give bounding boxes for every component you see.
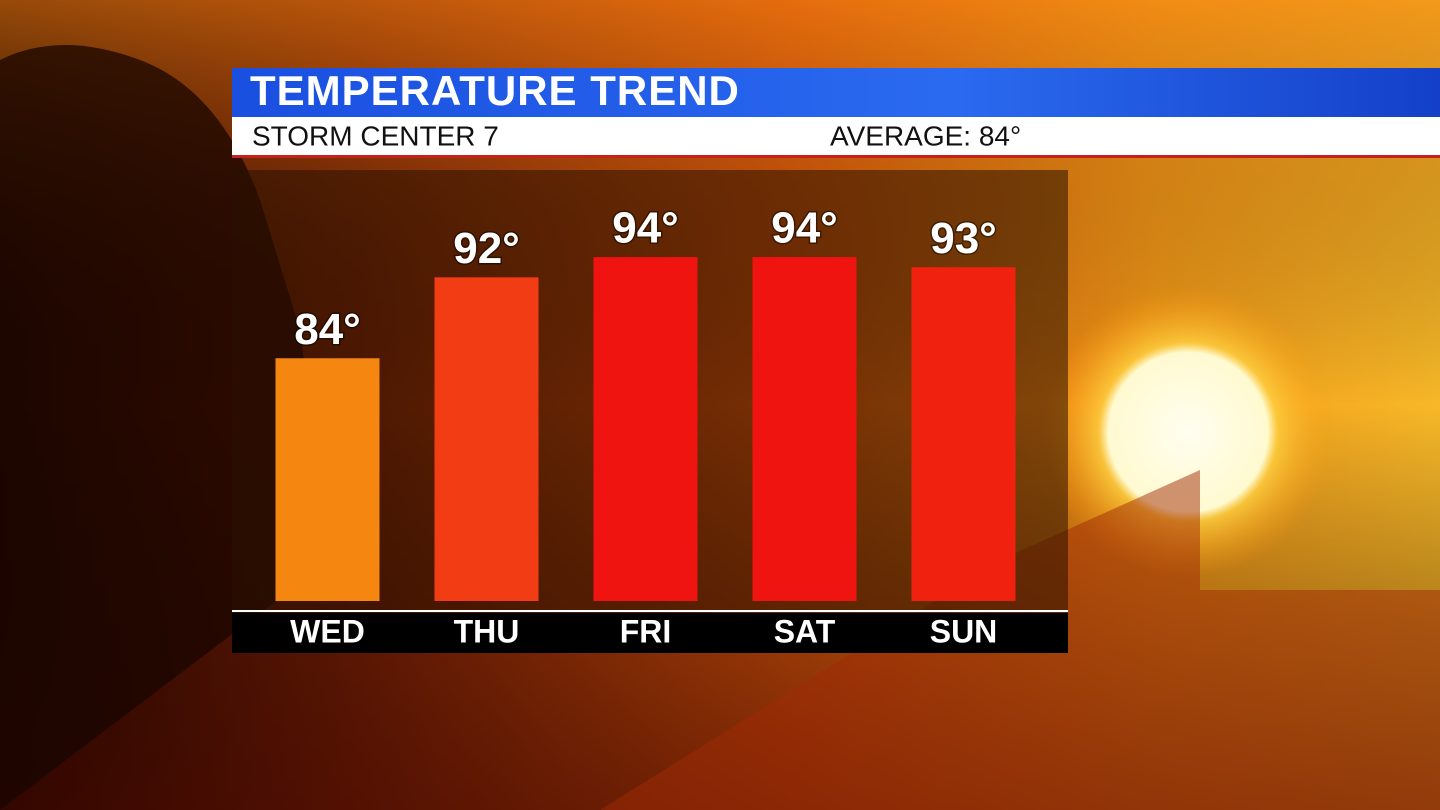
subtitle: STORM CENTER 7	[252, 120, 499, 151]
value-label: 94°	[612, 204, 679, 253]
value-label: 92°	[453, 224, 520, 273]
category-strip	[232, 613, 1068, 653]
value-label: 93°	[930, 214, 997, 263]
sun	[1043, 287, 1333, 577]
bar	[434, 277, 539, 601]
x-tick-label: SUN	[930, 613, 998, 649]
subtitle-bar	[232, 117, 1440, 157]
bar	[275, 358, 380, 601]
title-bar	[232, 68, 1440, 118]
annotation: AVERAGE: 84°	[830, 120, 1021, 151]
accent-line	[232, 155, 1440, 158]
bar	[911, 267, 1016, 601]
x-tick-label: SAT	[774, 613, 836, 649]
bar	[752, 257, 857, 601]
value-label: 84°	[294, 305, 361, 354]
value-label: 94°	[771, 204, 838, 253]
chart-title: TEMPERATURE TREND	[250, 67, 740, 114]
x-tick-label: WED	[290, 613, 365, 649]
x-tick-label: FRI	[620, 613, 672, 649]
x-tick-label: THU	[454, 613, 520, 649]
bar	[593, 257, 698, 601]
